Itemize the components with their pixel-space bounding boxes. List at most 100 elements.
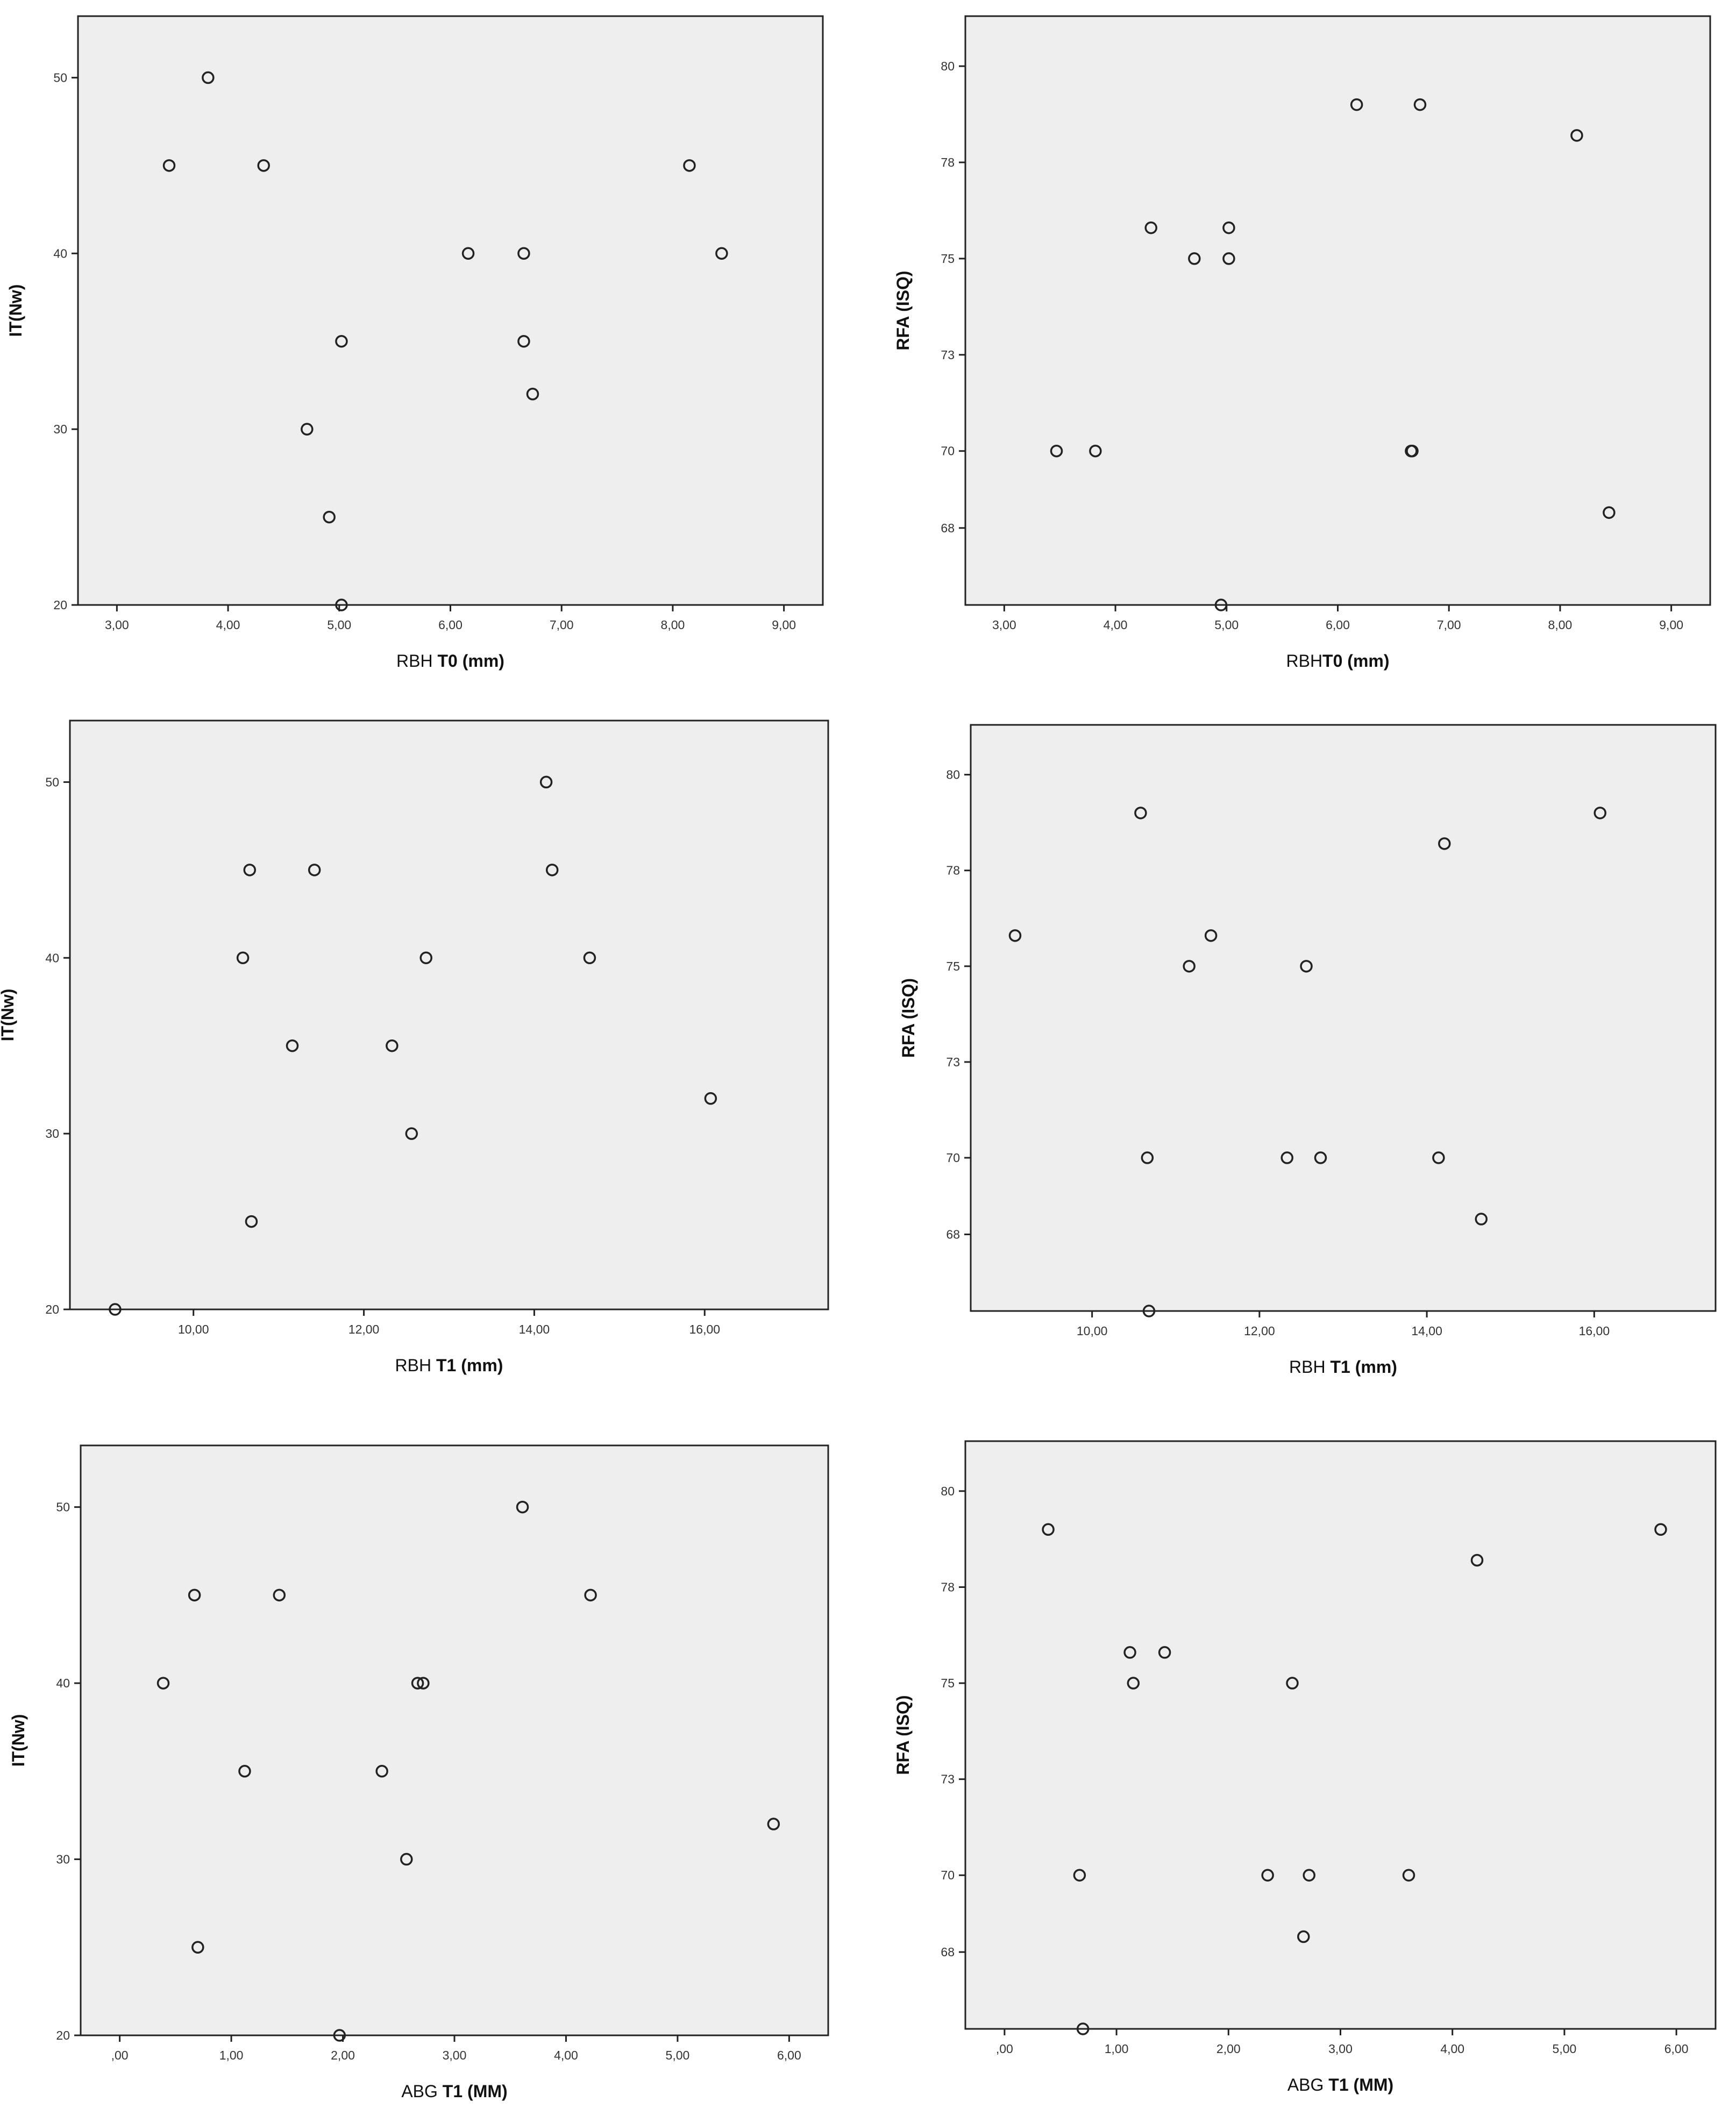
data-point [1214,599,1228,611]
data-point [767,1818,780,1830]
x-tick-label: 8,00 [1548,618,1573,632]
x-axis-title: ABG T1 (MM) [401,2082,507,2101]
data-point [1475,1213,1488,1226]
data-point [335,334,348,348]
x-axis-title: RBH T1 (mm) [395,1356,503,1375]
x-tick-label: ,00 [996,2042,1013,2056]
data-point [109,1303,122,1316]
data-point [243,864,257,877]
x-axis-title: RBH T0 (mm) [396,651,504,671]
x-tick-label: 4,00 [1440,2042,1464,2056]
data-point [286,1039,299,1052]
data-point [545,864,559,877]
y-tick-label: 70 [946,1151,960,1165]
scatter-chart-6: ,00 1,00 2,00 3,00 4,00 5,00 6,00 68 70 73 75 78 80 A… [893,1440,1717,2094]
y-tick-label: 30 [56,1853,70,1866]
plot-area [77,15,824,606]
x-tick-label: 12,00 [1244,1324,1275,1338]
x-tick-label: 10,00 [1077,1324,1108,1338]
y-tick-label: 73 [941,348,955,362]
x-tick-label: 1,00 [219,2048,244,2062]
y-tick-label: 40 [56,1676,70,1690]
y-axis-title: RFA (ISQ) [893,270,913,350]
data-point [335,599,348,611]
y-tick-label: 75 [941,252,955,266]
data-point [1470,1554,1484,1567]
data-point [405,1127,418,1140]
x-tick-label: 3,00 [1328,2042,1353,2056]
y-axis-title: RFA (ISQ) [899,978,918,1058]
x-axis-title-prefix: RBH [396,651,437,671]
y-tick-label: 20 [45,1302,59,1316]
data-point [386,1039,399,1052]
x-tick-label: 6,00 [438,618,463,632]
data-point [375,1765,388,1778]
x-tick-label: 3,00 [443,2048,467,2062]
data-point [1127,1677,1140,1690]
data-point [1297,1930,1310,1943]
y-tick-label: 50 [53,70,67,84]
y-tick-label: 40 [45,951,59,965]
data-point [323,510,336,524]
y-tick-label: 78 [941,1580,955,1594]
data-point [1158,1646,1171,1659]
data-point [1280,1151,1293,1164]
data-point [162,159,176,172]
x-tick-label: 14,00 [1411,1324,1442,1338]
x-tick-label: 5,00 [1214,618,1239,632]
data-point [1073,1869,1086,1882]
y-tick-label: 75 [946,959,960,973]
x-axis-title-suffix: T0 (mm) [1322,651,1389,671]
data-point [683,159,696,172]
x-tick-label: 1,00 [1105,2042,1129,2056]
scatter-panel-6: ,00 1,00 2,00 3,00 4,00 5,00 6,00 68 70 73 75 78 80 A… [879,1430,1726,2110]
x-axis-title-prefix: RBH [1289,1357,1330,1377]
y-tick-label: 68 [946,1228,960,1242]
y-tick-label: 80 [946,768,960,782]
x-axis-title: RBHT0 (mm) [1286,651,1389,671]
data-point [1222,221,1235,234]
data-point [1300,960,1313,973]
y-tick-label: 68 [941,521,955,535]
x-tick-label: 12,00 [348,1322,380,1336]
x-tick-label: 5,00 [666,2048,690,2062]
data-point [1183,960,1196,973]
y-tick-label: 68 [941,1945,955,1959]
y-tick-label: 73 [941,1772,955,1786]
data-point [1134,807,1147,820]
scatter-chart-4: 10,00 12,00 14,00 16,00 68 70 73 75 78 80 RBH T1 (… [899,724,1717,1377]
plot-area [964,15,1711,606]
y-axis-title: IT(Nw) [9,1714,28,1767]
x-tick-label: 4,00 [554,2048,578,2062]
plot-area [964,1440,1717,2030]
y-tick-label: 80 [941,59,955,73]
x-tick-label: 3,00 [105,618,129,632]
data-point [1402,1869,1415,1882]
data-point [273,1588,286,1602]
x-tick-label: 9,00 [1659,618,1683,632]
x-tick-label: 9,00 [772,618,796,632]
data-point [526,388,539,401]
data-point [419,951,432,965]
x-tick-label: 5,00 [327,618,351,632]
y-tick-label: 50 [45,775,59,789]
x-axis-title-suffix: T1 (MM) [443,2082,508,2101]
x-tick-label: 6,00 [777,2048,801,2062]
data-point [1314,1151,1327,1164]
data-point [245,1215,258,1228]
data-point [188,1588,201,1602]
y-tick-label: 20 [53,598,67,612]
x-axis-title-suffix: T1 (mm) [1331,1357,1397,1377]
x-tick-label: ,00 [111,2048,129,2062]
x-tick-label: 10,00 [178,1322,209,1336]
y-tick-label: 70 [941,1868,955,1882]
plot-area [80,1444,829,2036]
data-point [1188,252,1201,265]
data-point [1350,98,1363,111]
data-point [333,2029,346,2042]
data-point [1050,444,1063,458]
y-tick-label: 78 [946,864,960,878]
data-point [202,71,215,84]
data-point [1204,929,1218,942]
y-tick-label: 73 [946,1055,960,1069]
